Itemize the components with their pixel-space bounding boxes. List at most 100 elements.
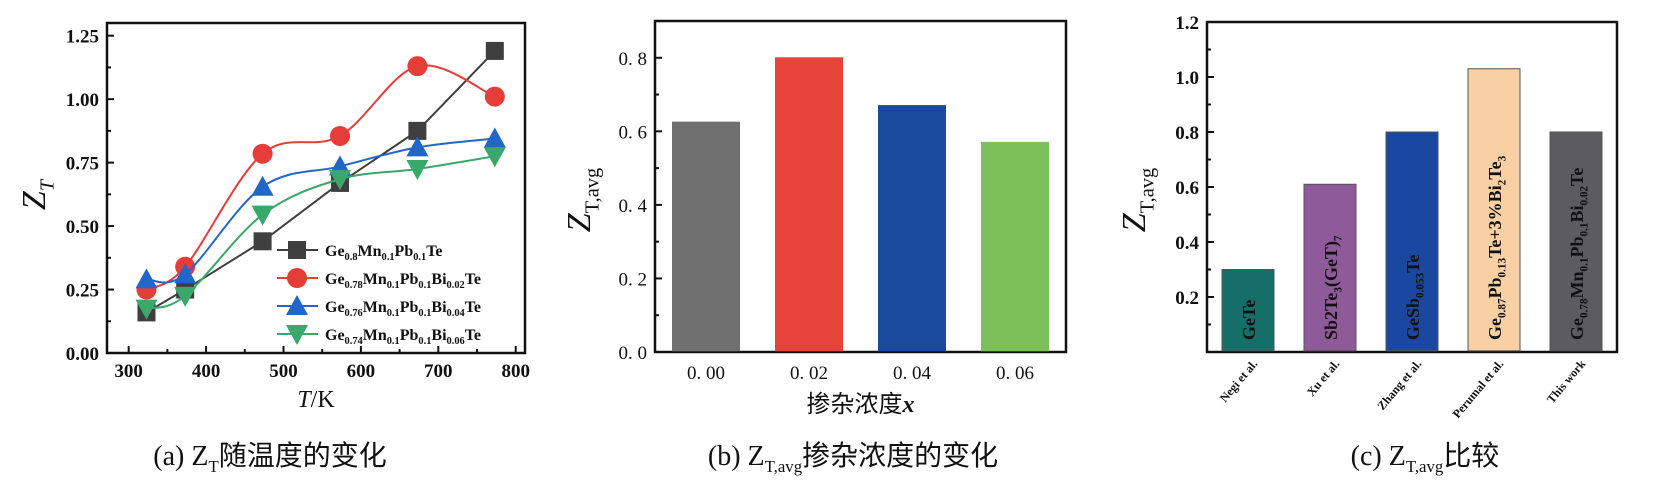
text-run: Bi bbox=[431, 299, 447, 316]
data-point bbox=[251, 205, 274, 226]
subscript: 7 bbox=[1333, 235, 1345, 241]
subscript: 0.1 bbox=[1579, 258, 1591, 272]
data-point bbox=[174, 263, 197, 284]
text-run: GeTe bbox=[1239, 300, 1259, 340]
bar bbox=[775, 57, 843, 352]
legend: Ge0.8​Mn0.1​Pb0.1​Te Ge0.78​Mn0.1​Pb0.1​B… bbox=[277, 241, 481, 347]
text-run: Mn bbox=[363, 327, 387, 344]
data-point bbox=[135, 268, 158, 289]
x-label-text: 掺杂浓度 bbox=[807, 391, 903, 418]
data-point bbox=[135, 299, 158, 320]
category-label: 0. 02 bbox=[790, 363, 828, 384]
caption-b: (b) ZT,avg​掺杂浓度的变化 bbox=[708, 440, 998, 476]
text-run: Te bbox=[1485, 161, 1505, 179]
bar-label: Sb2Te3​(GeT)7​ bbox=[1321, 235, 1345, 340]
text-run: Ge bbox=[325, 243, 345, 260]
category-label: 0. 04 bbox=[893, 363, 932, 384]
text-run: (b) Z bbox=[708, 441, 765, 472]
legend-label: Ge0.76​Mn0.1​Pb0.1​Bi0.04​Te bbox=[325, 299, 481, 319]
text-run: Z bbox=[16, 190, 53, 210]
y-tick-label: 0.25 bbox=[66, 281, 99, 302]
text-run: GeSb bbox=[1403, 298, 1423, 340]
subscript: 0.1 bbox=[418, 336, 431, 347]
y-tick-label: 0. 4 bbox=[619, 196, 648, 217]
x-tick-label: 300 bbox=[114, 361, 143, 382]
subscript: 0.1 bbox=[1579, 223, 1591, 237]
bar bbox=[1303, 183, 1357, 352]
series-4 bbox=[135, 147, 506, 320]
subscript: 0.8 bbox=[345, 252, 358, 263]
text-run: Te bbox=[1403, 255, 1423, 273]
data-point bbox=[406, 159, 429, 180]
y-tick-label: 0. 0 bbox=[619, 343, 648, 364]
y-tick-label: 1.00 bbox=[66, 90, 99, 111]
series-2 bbox=[136, 56, 505, 300]
subscript: 0.1 bbox=[413, 252, 426, 263]
text-run: Mn bbox=[1567, 271, 1587, 298]
y-axis-label: ZT​ bbox=[16, 178, 59, 210]
bar-label: Ge0.78​Mn0.1​Pb0.1​Bi0.02​Te bbox=[1567, 168, 1591, 340]
y-axis-label: ZT,avg​ bbox=[561, 168, 604, 232]
data-point bbox=[174, 286, 197, 307]
bar bbox=[1221, 269, 1275, 352]
subscript: T,avg bbox=[1137, 168, 1159, 213]
text-run: Ge bbox=[325, 299, 345, 316]
legend-marker bbox=[286, 295, 308, 315]
x-label-unit: /K bbox=[311, 387, 336, 413]
subscript: 0.78 bbox=[345, 280, 363, 291]
bar-label: Ge0.87​Pb0.13​Te+3%Bi2​Te3​ bbox=[1485, 155, 1509, 340]
data-point bbox=[329, 125, 350, 146]
text-run: Mn bbox=[363, 299, 387, 316]
bar bbox=[878, 105, 946, 352]
subscript: 0.1 bbox=[418, 280, 431, 291]
text-run: Ge bbox=[1567, 318, 1587, 340]
y-tick-label: 1.25 bbox=[66, 27, 99, 48]
data-point bbox=[408, 121, 427, 140]
legend-label: Ge0.8​Mn0.1​Pb0.1​Te bbox=[325, 243, 443, 263]
legend-label: Ge0.78​Mn0.1​Pb0.1​Bi0.02​Te bbox=[325, 271, 481, 291]
data-point bbox=[406, 136, 429, 157]
y-tick-label: 0.75 bbox=[66, 154, 99, 175]
bar-label: GeSb0.053​Te bbox=[1403, 255, 1427, 340]
text-run: Te bbox=[465, 299, 481, 316]
subscript: 3 bbox=[1333, 287, 1345, 293]
y-tick-label: 0.00 bbox=[66, 344, 99, 365]
y-tick-label: 1.2 bbox=[1175, 13, 1199, 34]
subscript: T,avg bbox=[1406, 457, 1444, 476]
text-run: Bi bbox=[431, 327, 447, 344]
text-run: (c) Z bbox=[1351, 441, 1406, 472]
subscript: 0.1 bbox=[418, 308, 431, 319]
category-label: 0. 00 bbox=[687, 363, 725, 384]
panel-a: 300 400 500 600 700 800 0.00 0.25 0.50 0.75 1.00 1.… bbox=[16, 21, 530, 476]
subscript: T bbox=[37, 178, 59, 191]
subscript: 0.1 bbox=[387, 336, 400, 347]
y-tick-label: 0.6 bbox=[1175, 178, 1199, 199]
subscript: 0.1 bbox=[382, 252, 395, 263]
series-line bbox=[145, 64, 496, 291]
data-point bbox=[484, 86, 505, 107]
x-label-italic: T bbox=[297, 387, 312, 413]
data-point bbox=[407, 56, 428, 77]
text-run: Pb bbox=[395, 243, 414, 260]
y-tick-label: 0.4 bbox=[1175, 233, 1199, 254]
subscript: 3 bbox=[1497, 155, 1509, 161]
caption-c: (c) ZT,avg​比较 bbox=[1351, 440, 1500, 476]
subscript: T,avg bbox=[765, 457, 803, 476]
bar-label: GeTe bbox=[1239, 300, 1259, 340]
subscript: 0.87 bbox=[1497, 298, 1509, 318]
bar bbox=[1467, 68, 1521, 352]
text-run: Ge bbox=[1485, 318, 1505, 340]
text-run: Bi bbox=[1567, 206, 1587, 223]
data-point bbox=[483, 147, 506, 168]
text-run: (a) Z bbox=[153, 441, 208, 472]
legend-marker bbox=[287, 268, 307, 288]
text-run: Pb bbox=[400, 271, 419, 288]
subscript: 0.76 bbox=[345, 308, 363, 319]
x-tick-label: 700 bbox=[424, 361, 453, 382]
text-run: Te bbox=[1567, 168, 1587, 186]
y-tick-label: 0. 2 bbox=[619, 269, 648, 290]
bar bbox=[672, 121, 740, 352]
category-label: 0. 06 bbox=[996, 363, 1034, 384]
